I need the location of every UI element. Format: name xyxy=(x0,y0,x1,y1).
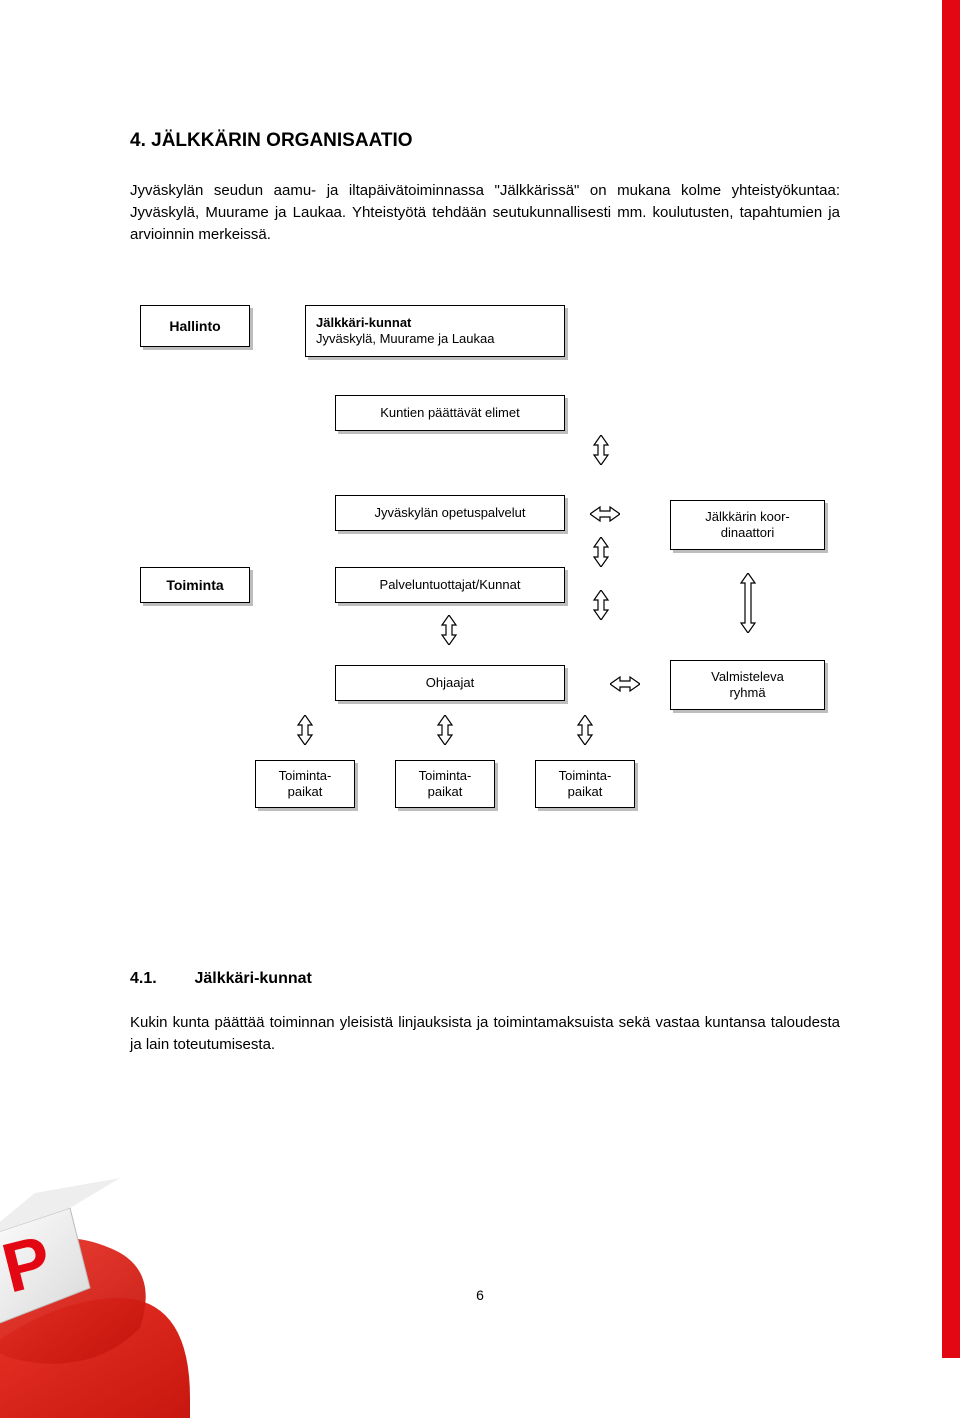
node-tp2-line2: paikat xyxy=(428,784,463,800)
node-hallinto: Hallinto xyxy=(140,305,250,347)
section-4-1: 4.1. Jälkkäri-kunnat Kukin kunta päättää… xyxy=(130,970,840,1056)
node-tp3-line2: paikat xyxy=(568,784,603,800)
node-valmisteleva: Valmisteleva ryhmä xyxy=(670,660,825,710)
arrow-v2b xyxy=(590,590,612,620)
red-side-bar xyxy=(942,0,960,1358)
node-opetuspalvelut: Jyväskylän opetuspalvelut xyxy=(335,495,565,531)
arrow-v5a xyxy=(294,715,316,745)
arrow-v4 xyxy=(737,573,759,633)
node-toimintapaikat-2: Toiminta- paikat xyxy=(395,760,495,808)
page-number: 6 xyxy=(0,1287,960,1303)
node-tp3-line1: Toiminta- xyxy=(559,768,612,784)
node-opetuspalvelut-label: Jyväskylän opetuspalvelut xyxy=(374,505,525,521)
node-jalkkari-kunnat-sub: Jyväskylä, Muurame ja Laukaa xyxy=(316,331,494,347)
node-toimintapaikat-1: Toiminta- paikat xyxy=(255,760,355,808)
section-4-1-num: 4.1. xyxy=(130,970,190,988)
section-4-1-title: Jälkkäri-kunnat xyxy=(194,970,311,987)
node-tp1-line2: paikat xyxy=(288,784,323,800)
arrow-v1 xyxy=(590,435,612,465)
node-koordinaattori: Jälkkärin koor- dinaattori xyxy=(670,500,825,550)
node-kuntien-label: Kuntien päättävät elimet xyxy=(380,405,519,421)
arrow-h1 xyxy=(590,503,620,525)
org-diagram: Hallinto Jälkkäri-kunnat Jyväskylä, Muur… xyxy=(130,305,840,905)
node-ohjaajat-label: Ohjaajat xyxy=(426,675,474,691)
node-valmisteleva-line2: ryhmä xyxy=(729,685,765,701)
section-4-1-body: Kukin kunta päättää toiminnan yleisistä … xyxy=(130,1012,840,1056)
node-valmisteleva-line1: Valmisteleva xyxy=(711,669,784,685)
page-title: 4. JÄLKKÄRIN ORGANISAATIO xyxy=(130,130,840,152)
arrow-v2a xyxy=(590,537,612,567)
main-content: 4. JÄLKKÄRIN ORGANISAATIO Jyväskylän seu… xyxy=(130,130,840,905)
node-jalkkari-kunnat: Jälkkäri-kunnat Jyväskylä, Muurame ja La… xyxy=(305,305,565,357)
node-koordinaattori-line2: dinaattori xyxy=(721,525,774,541)
node-kuntien-elimet: Kuntien päättävät elimet xyxy=(335,395,565,431)
arrow-v3 xyxy=(438,615,460,645)
node-jalkkari-kunnat-title: Jälkkäri-kunnat xyxy=(316,315,411,331)
arrow-h2 xyxy=(610,673,640,695)
node-tp1-line1: Toiminta- xyxy=(279,768,332,784)
node-palveluntuottajat: Palveluntuottajat/Kunnat xyxy=(335,567,565,603)
corner-graphic: P xyxy=(0,1098,200,1418)
intro-paragraph: Jyväskylän seudun aamu- ja iltapäivätoim… xyxy=(130,180,840,245)
node-tp2-line1: Toiminta- xyxy=(419,768,472,784)
node-ohjaajat: Ohjaajat xyxy=(335,665,565,701)
arrow-v5b xyxy=(434,715,456,745)
node-koordinaattori-line1: Jälkkärin koor- xyxy=(705,509,790,525)
node-toiminta: Toiminta xyxy=(140,567,250,603)
arrow-v5c xyxy=(574,715,596,745)
node-toiminta-label: Toiminta xyxy=(166,577,223,595)
node-hallinto-label: Hallinto xyxy=(169,318,220,336)
node-palveluntuottajat-label: Palveluntuottajat/Kunnat xyxy=(380,577,521,593)
section-4-1-heading: 4.1. Jälkkäri-kunnat xyxy=(130,970,840,988)
node-toimintapaikat-3: Toiminta- paikat xyxy=(535,760,635,808)
